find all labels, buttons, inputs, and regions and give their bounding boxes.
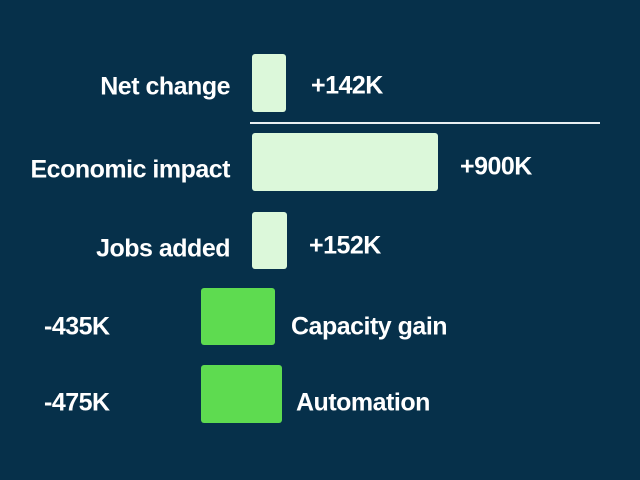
automation-value: -475K (44, 388, 110, 417)
economic-impact-bar (252, 133, 438, 191)
capacity-gain-label: Capacity gain (291, 312, 448, 341)
economic-impact-value: +900K (460, 152, 532, 181)
net-change-label: Net change (100, 72, 230, 101)
net-change-value: +142K (311, 71, 383, 100)
capacity-gain-bar (201, 288, 275, 345)
jobs-added-bar (252, 212, 287, 269)
jobs-added-label: Jobs added (96, 234, 230, 263)
axis-separator-line (250, 122, 600, 124)
automation-label: Automation (296, 388, 430, 417)
economic-impact-label: Economic impact (30, 155, 231, 184)
jobs-added-value: +152K (309, 231, 381, 260)
net-change-bar (252, 54, 286, 112)
automation-bar (201, 365, 282, 423)
capacity-gain-value: -435K (44, 312, 110, 341)
